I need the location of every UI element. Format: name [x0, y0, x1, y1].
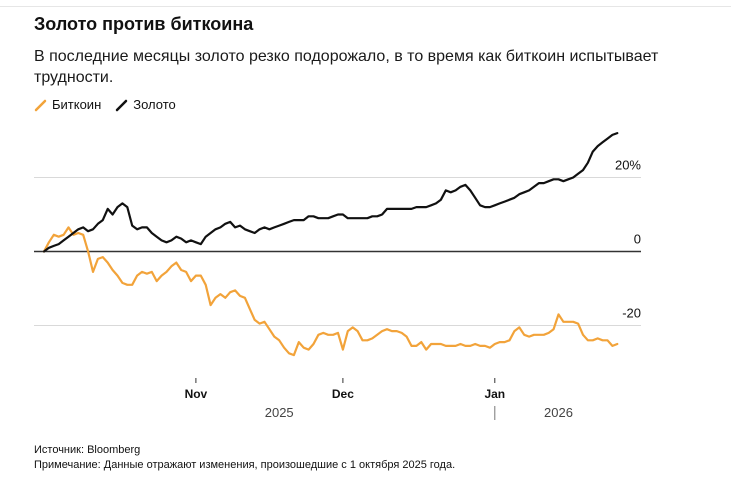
year-label: 2026	[544, 405, 573, 420]
legend-label-gold: Золото	[133, 97, 176, 112]
x-tick-label: Jan	[484, 387, 505, 401]
legend-label-bitcoin: Биткоин	[52, 97, 102, 112]
source-note: Источник: Bloomberg	[34, 444, 141, 456]
legend-item-gold: Золото	[115, 97, 176, 112]
data-note: Примечание: Данные отражают изменения, п…	[34, 459, 456, 471]
series-line-bitcoin	[42, 226, 619, 357]
legend-item-bitcoin: Биткоин	[34, 97, 101, 112]
line-chart: 20% 0 -20 Nov Dec Jan 2025 2026	[34, 132, 641, 420]
series-line-gold	[42, 132, 619, 253]
x-tick-label: Dec	[332, 387, 354, 401]
x-tick-label: Nov	[185, 387, 208, 401]
chart-title: Золото против биткоина	[34, 14, 254, 34]
chart-subtitle: В последние месяцы золото резко подорожа…	[34, 48, 659, 86]
legend: Биткоин Золото	[34, 97, 190, 112]
legend-swatch-gold	[116, 99, 128, 111]
year-label: 2025	[265, 405, 294, 420]
legend-swatch-bitcoin	[34, 99, 47, 111]
y-tick-label: 20%	[615, 158, 641, 173]
y-tick-label: -20	[622, 306, 641, 321]
y-tick-label: 0	[634, 232, 641, 247]
top-divider	[0, 6, 731, 7]
